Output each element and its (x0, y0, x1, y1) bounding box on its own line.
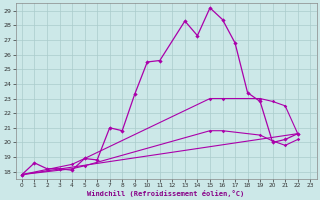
X-axis label: Windchill (Refroidissement éolien,°C): Windchill (Refroidissement éolien,°C) (87, 190, 245, 197)
